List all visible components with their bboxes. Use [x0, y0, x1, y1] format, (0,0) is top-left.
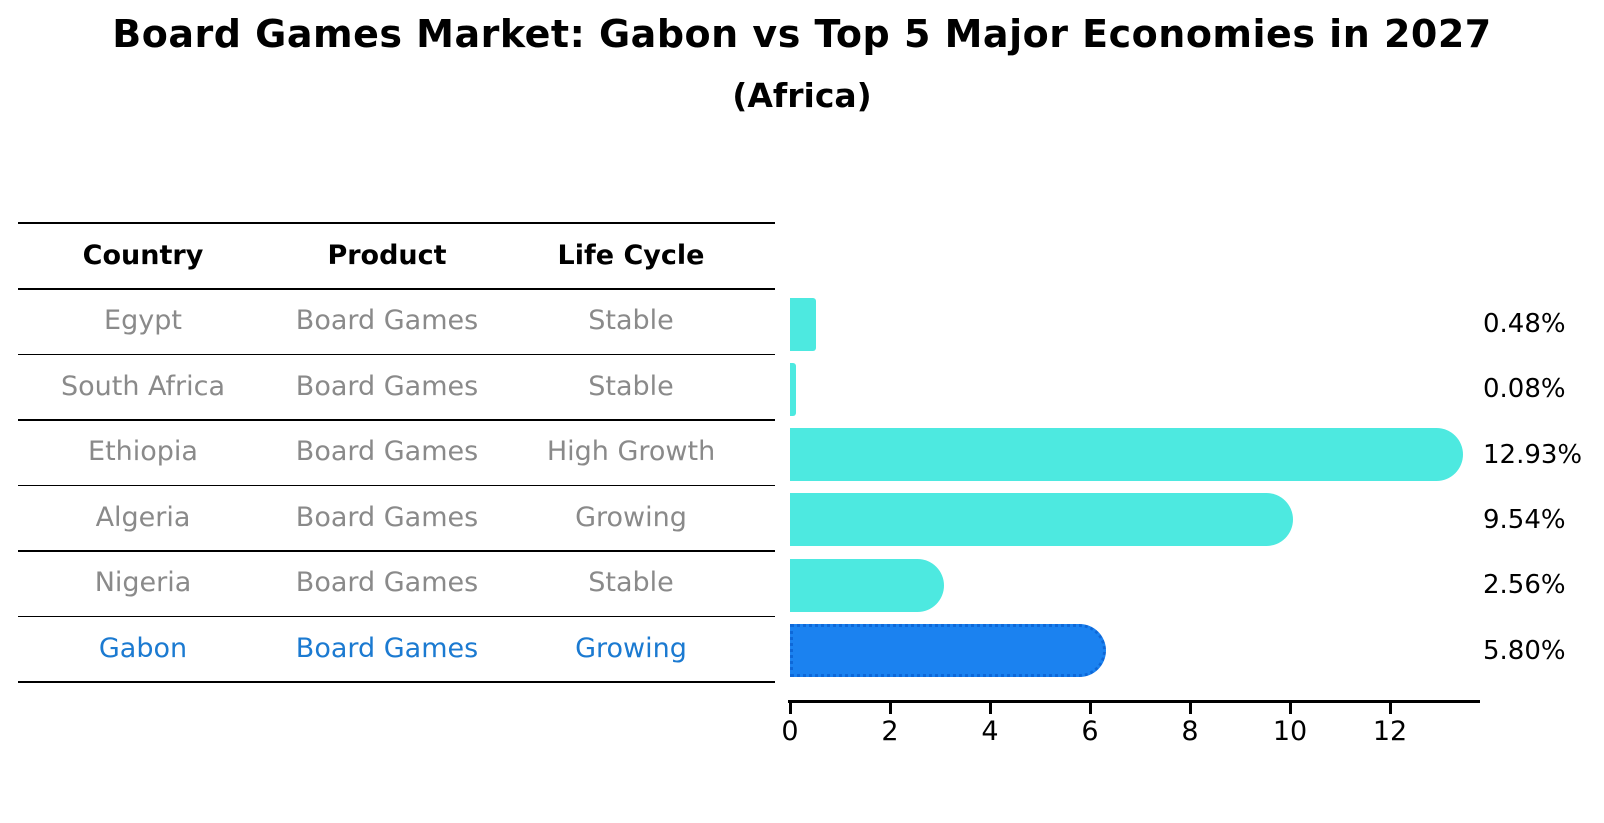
value-label-nigeria: 2.56% [1483, 570, 1566, 601]
country-cell: Algeria [95, 501, 191, 533]
value-label-algeria: 9.54% [1483, 504, 1566, 535]
table-row-ethiopia: Ethiopia Board Games High Growth [0, 419, 775, 485]
table-rule [18, 550, 775, 552]
value-label-south-africa: 0.08% [1483, 374, 1566, 405]
country-cell: Gabon [98, 632, 188, 664]
table-rule [18, 681, 775, 683]
table-rule [18, 419, 775, 421]
country-cell: South Africa [60, 370, 226, 402]
product-cell: Board Games [295, 567, 479, 599]
table-row-algeria: Algeria Board Games Growing [0, 485, 775, 551]
x-axis-tick [1188, 701, 1192, 714]
product-cell: Board Games [295, 436, 479, 468]
value-label-ethiopia: 12.93% [1483, 439, 1583, 470]
x-axis-tick [1088, 701, 1092, 714]
table-row-south-africa: South Africa Board Games Stable [0, 354, 775, 420]
lifecycle-cell: Growing [575, 632, 687, 664]
lifecycle-cell: High Growth [546, 436, 716, 468]
lifecycle-cell: Stable [588, 567, 674, 599]
x-axis-tick-label: 6 [1081, 716, 1099, 747]
bar-nigeria [790, 558, 944, 612]
bar-algeria [790, 493, 1293, 547]
country-cell: Nigeria [94, 567, 192, 599]
country-cell: Egypt [104, 305, 182, 337]
x-axis-tick [1388, 701, 1392, 714]
column-header-lifecycle: Life Cycle [557, 239, 705, 271]
x-axis-tick-label: 0 [781, 716, 799, 747]
bar-gabon-highlighted [790, 624, 1106, 677]
x-axis-line [788, 700, 1480, 703]
product-cell: Board Games [295, 370, 479, 402]
product-cell: Board Games [295, 501, 479, 533]
x-axis-tick-label: 10 [1272, 716, 1308, 747]
value-label-gabon: 5.80% [1483, 635, 1566, 666]
table-rule [18, 353, 775, 355]
x-axis-tick-label: 4 [981, 716, 999, 747]
table-row-gabon-highlighted: Gabon Board Games Growing [0, 616, 775, 682]
bar-egypt [790, 297, 816, 351]
chart-title: Board Games Market: Gabon vs Top 5 Major… [112, 12, 1492, 56]
table-header-row: Country Product Life Cycle [0, 222, 775, 288]
x-axis-tick [988, 701, 992, 714]
bar-south-africa [790, 362, 796, 416]
chart-subtitle: (Africa) [732, 76, 872, 115]
product-cell: Board Games [295, 305, 479, 337]
table-rule [18, 288, 775, 290]
x-axis-tick [888, 701, 892, 714]
table-rule [18, 484, 775, 486]
x-axis-tick-label: 8 [1181, 716, 1199, 747]
column-header-product: Product [327, 239, 447, 271]
x-axis-tick-label: 2 [881, 716, 899, 747]
column-header-country: Country [82, 239, 204, 271]
table-row-nigeria: Nigeria Board Games Stable [0, 550, 775, 616]
lifecycle-cell: Growing [575, 501, 687, 533]
value-label-egypt: 0.48% [1483, 309, 1566, 339]
country-cell: Ethiopia [88, 436, 198, 468]
x-axis-tick-label: 12 [1372, 716, 1408, 747]
table-rule [18, 615, 775, 617]
x-axis-tick [788, 701, 792, 714]
lifecycle-cell: Stable [588, 370, 674, 402]
x-axis-tick [1288, 701, 1292, 714]
table-rule [18, 222, 775, 224]
bar-ethiopia [790, 428, 1463, 482]
table-row-egypt: Egypt Board Games Stable [0, 288, 775, 354]
product-cell: Board Games [295, 632, 479, 664]
lifecycle-cell: Stable [588, 305, 674, 337]
